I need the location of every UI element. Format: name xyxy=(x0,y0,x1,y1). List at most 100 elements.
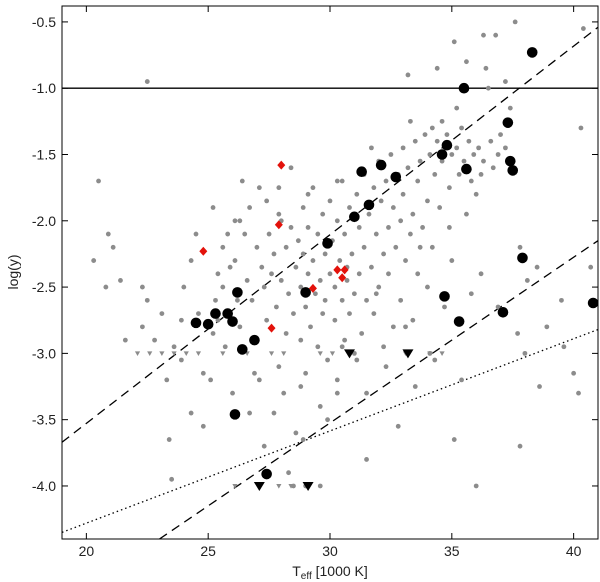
point-grey-circle xyxy=(171,344,177,350)
point-grey-circle xyxy=(334,377,340,383)
point-grey-upper-limit xyxy=(268,351,275,356)
point-red-diamond xyxy=(199,246,208,256)
point-grey-circle xyxy=(291,311,296,317)
point-grey-circle xyxy=(254,244,260,250)
point-grey-circle xyxy=(588,264,594,270)
point-grey-circle xyxy=(200,370,206,376)
point-grey-circle xyxy=(559,297,564,303)
point-black-circle xyxy=(249,334,260,346)
point-black-circle xyxy=(502,117,514,128)
point-grey-circle xyxy=(415,271,421,277)
point-black-circle xyxy=(507,165,519,176)
x-tick-label: 40 xyxy=(566,543,582,559)
point-grey-circle xyxy=(342,337,348,343)
point-grey-circle xyxy=(261,443,267,449)
point-grey-circle xyxy=(347,205,352,210)
point-grey-circle xyxy=(454,145,460,151)
point-grey-circle xyxy=(110,244,116,250)
point-grey-circle xyxy=(446,225,452,230)
point-grey-circle xyxy=(315,344,321,350)
point-grey-circle xyxy=(208,377,214,383)
point-black-circle xyxy=(232,287,243,298)
point-grey-circle xyxy=(225,231,231,237)
point-grey-circle xyxy=(398,297,404,303)
point-grey-circle xyxy=(327,198,333,204)
point-grey-circle xyxy=(476,145,482,151)
point-grey-circle xyxy=(468,291,474,297)
point-grey-circle xyxy=(456,171,462,177)
point-grey-circle xyxy=(288,165,294,171)
point-grey-circle xyxy=(417,244,423,250)
reference-line-dashed-2 xyxy=(62,26,598,443)
point-grey-upper-limit xyxy=(329,351,336,356)
point-black-upper-limit xyxy=(253,481,265,491)
point-grey-circle xyxy=(498,132,503,138)
point-grey-circle xyxy=(408,118,413,124)
point-grey-circle xyxy=(481,32,486,38)
point-grey-circle xyxy=(252,370,257,376)
point-grey-circle xyxy=(449,152,455,157)
point-grey-circle xyxy=(347,311,352,317)
point-grey-circle xyxy=(196,311,201,317)
point-red-diamond xyxy=(333,265,342,275)
point-grey-circle xyxy=(244,278,250,283)
point-grey-circle xyxy=(178,317,184,323)
point-grey-circle xyxy=(339,297,345,303)
point-grey-circle xyxy=(390,324,396,330)
point-grey-circle xyxy=(166,437,172,442)
point-grey-circle xyxy=(325,417,330,423)
point-grey-circle xyxy=(215,317,221,323)
point-grey-circle xyxy=(281,390,287,396)
point-black-circle xyxy=(587,297,598,309)
point-grey-circle xyxy=(322,297,328,303)
point-grey-circle xyxy=(451,39,457,45)
point-grey-circle xyxy=(493,32,499,38)
point-grey-circle xyxy=(303,370,309,376)
point-grey-circle xyxy=(356,271,362,277)
point-grey-circle xyxy=(283,331,289,336)
reference-lines xyxy=(62,26,598,539)
point-grey-circle xyxy=(459,377,464,383)
point-grey-circle xyxy=(473,191,479,197)
point-black-circle xyxy=(526,47,538,58)
point-grey-upper-limit xyxy=(317,351,323,356)
point-grey-circle xyxy=(364,457,369,462)
point-grey-circle xyxy=(286,470,291,476)
point-black-circle xyxy=(349,211,360,223)
point-grey-circle xyxy=(403,258,408,263)
point-grey-upper-limit xyxy=(276,483,282,489)
point-black-circle xyxy=(453,316,465,327)
point-black-circle xyxy=(517,252,528,264)
point-grey-circle xyxy=(495,304,501,310)
point-grey-circle xyxy=(298,384,304,389)
point-grey-circle xyxy=(364,390,369,396)
point-black-circle xyxy=(300,287,311,298)
point-black-circle xyxy=(322,238,333,249)
point-grey-circle xyxy=(96,178,101,184)
point-red-diamond xyxy=(308,283,317,293)
point-grey-circle xyxy=(310,258,316,263)
point-grey-circle xyxy=(354,357,360,363)
point-grey-circle xyxy=(356,225,362,230)
point-grey-circle xyxy=(578,125,584,131)
point-grey-circle xyxy=(305,271,311,277)
point-black-circle xyxy=(497,306,509,318)
y-tick-label: -3.5 xyxy=(32,412,56,428)
point-red-diamond xyxy=(267,323,276,333)
point-grey-circle xyxy=(332,317,338,323)
y-axis-title: log(y) xyxy=(5,254,21,289)
point-grey-circle xyxy=(412,138,418,144)
y-tick-label: -3.0 xyxy=(32,345,56,361)
point-grey-upper-limit xyxy=(159,351,165,356)
point-grey-circle xyxy=(373,291,379,297)
x-tick-label: 30 xyxy=(322,543,338,559)
point-grey-circle xyxy=(503,145,508,151)
point-grey-circle xyxy=(376,284,382,290)
point-grey-upper-limit xyxy=(427,351,433,356)
point-grey-circle xyxy=(471,152,477,157)
point-grey-circle xyxy=(432,171,438,177)
point-grey-circle xyxy=(152,337,157,343)
point-black-circle xyxy=(356,166,367,178)
point-grey-circle xyxy=(544,324,550,330)
data-points xyxy=(91,19,598,491)
